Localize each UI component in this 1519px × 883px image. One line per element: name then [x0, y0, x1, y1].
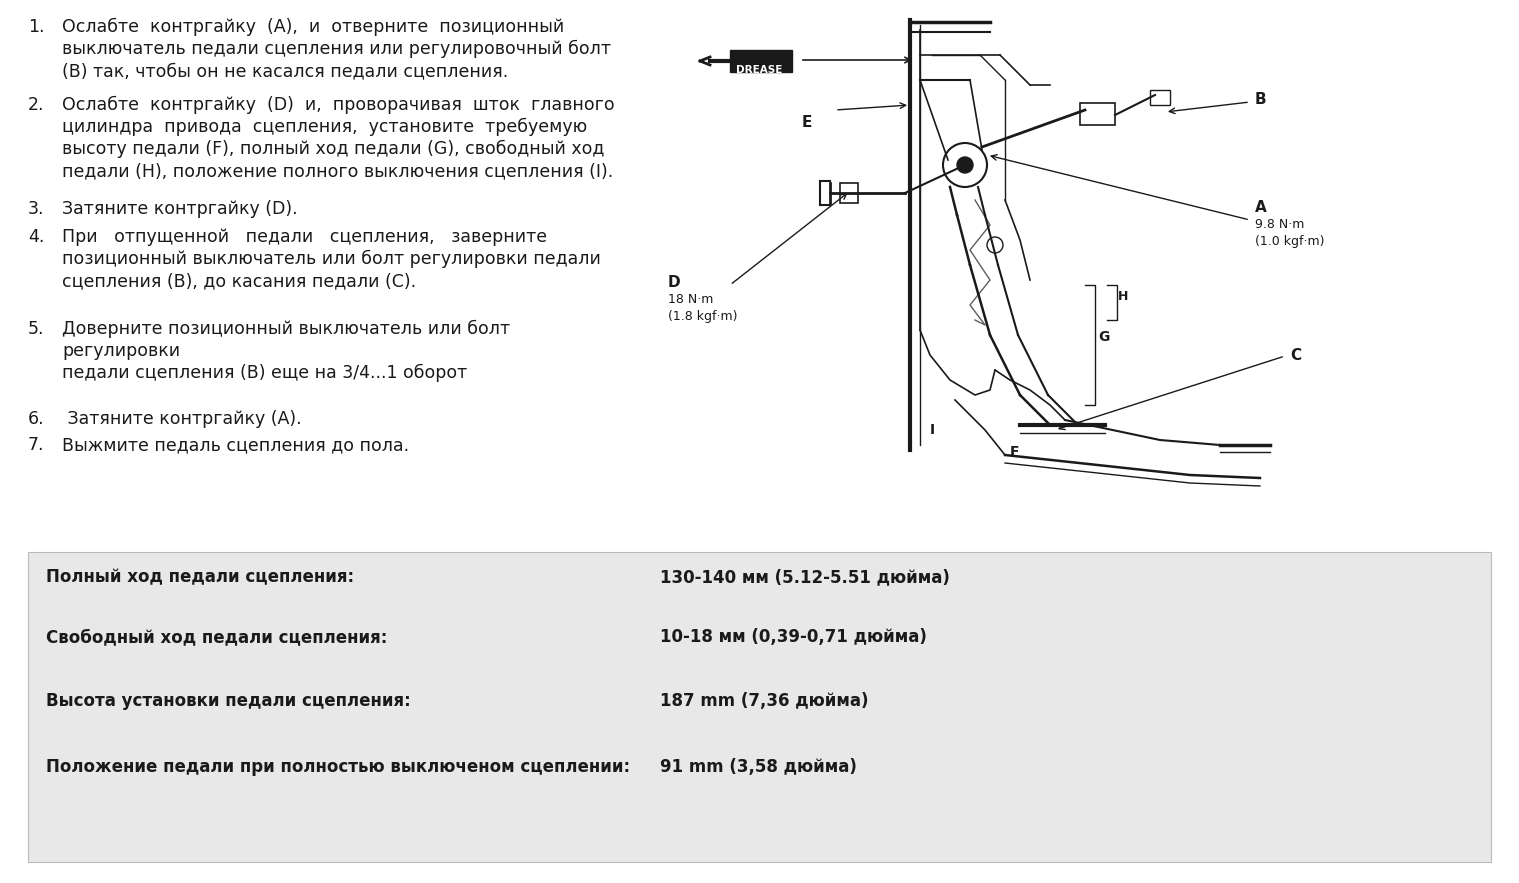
Text: (В) так, чтобы он не касался педали сцепления.: (В) так, чтобы он не касался педали сцеп…	[62, 62, 509, 80]
Text: выключатель педали сцепления или регулировочный болт: выключатель педали сцепления или регулир…	[62, 40, 611, 58]
Text: цилиндра  привода  сцепления,  установите  требуемую: цилиндра привода сцепления, установите т…	[62, 118, 588, 136]
Text: 187 mm (7,36 дюйма): 187 mm (7,36 дюйма)	[659, 692, 869, 710]
FancyBboxPatch shape	[27, 552, 1492, 862]
Text: Доверните позиционный выключатель или болт: Доверните позиционный выключатель или бо…	[62, 320, 510, 338]
Text: сцепления (В), до касания педали (С).: сцепления (В), до касания педали (С).	[62, 272, 416, 290]
Text: 1.: 1.	[27, 18, 44, 36]
Text: Полный ход педали сцепления:: Полный ход педали сцепления:	[46, 568, 354, 586]
Text: E: E	[802, 115, 813, 130]
Text: 7.: 7.	[27, 436, 44, 454]
Circle shape	[957, 157, 974, 173]
Text: (1.8 kgf·m): (1.8 kgf·m)	[668, 310, 738, 323]
Text: B: B	[1255, 92, 1267, 107]
Text: 2.: 2.	[27, 96, 44, 114]
Text: При   отпущенной   педали   сцепления,   заверните: При отпущенной педали сцепления, заверни…	[62, 228, 547, 246]
FancyBboxPatch shape	[731, 50, 791, 72]
FancyBboxPatch shape	[840, 183, 858, 203]
Text: Свободный ход педали сцепления:: Свободный ход педали сцепления:	[46, 628, 387, 646]
Text: 5.: 5.	[27, 320, 44, 338]
Text: Затяните контргайку (А).: Затяните контргайку (А).	[62, 410, 302, 428]
Text: D: D	[668, 275, 681, 290]
Text: педали (H), положение полного выключения сцепления (I).: педали (H), положение полного выключения…	[62, 162, 614, 180]
Text: высоту педали (F), полный ход педали (G), свободный ход: высоту педали (F), полный ход педали (G)…	[62, 140, 605, 158]
Text: Затяните контргайку (D).: Затяните контргайку (D).	[62, 200, 298, 218]
Text: Высота установки педали сцепления:: Высота установки педали сцепления:	[46, 692, 410, 710]
Text: 18 N·m: 18 N·m	[668, 293, 714, 306]
FancyBboxPatch shape	[1080, 103, 1115, 125]
Text: I: I	[930, 423, 936, 437]
Text: Положение педали при полностью выключеном сцеплении:: Положение педали при полностью выключено…	[46, 758, 630, 776]
Text: позиционный выключатель или болт регулировки педали: позиционный выключатель или болт регулир…	[62, 250, 602, 268]
Text: 4.: 4.	[27, 228, 44, 246]
Text: (1.0 kgf·m): (1.0 kgf·m)	[1255, 235, 1325, 248]
Text: Ослабте  контргайку  (А),  и  отверните  позиционный: Ослабте контргайку (А), и отверните пози…	[62, 18, 564, 36]
Text: 9.8 N·m: 9.8 N·m	[1255, 218, 1305, 231]
Text: C: C	[1290, 348, 1302, 363]
Text: A: A	[1255, 200, 1267, 215]
Text: 3.: 3.	[27, 200, 44, 218]
Text: педали сцепления (В) еще на 3/4...1 оборот: педали сцепления (В) еще на 3/4...1 обор…	[62, 364, 468, 382]
Text: регулировки: регулировки	[62, 342, 181, 360]
Text: G: G	[1098, 330, 1109, 344]
Text: Выжмите педаль сцепления до пола.: Выжмите педаль сцепления до пола.	[62, 436, 409, 454]
Text: F: F	[1010, 445, 1019, 459]
Text: 130-140 мм (5.12-5.51 дюйма): 130-140 мм (5.12-5.51 дюйма)	[659, 568, 949, 586]
Text: 10-18 мм (0,39-0,71 дюйма): 10-18 мм (0,39-0,71 дюйма)	[659, 628, 927, 646]
Text: DREASE: DREASE	[737, 65, 782, 75]
Text: 91 mm (3,58 дюйма): 91 mm (3,58 дюйма)	[659, 758, 857, 776]
Text: Ослабте  контргайку  (D)  и,  проворачивая  шток  главного: Ослабте контргайку (D) и, проворачивая ш…	[62, 96, 615, 114]
Text: 6.: 6.	[27, 410, 44, 428]
FancyBboxPatch shape	[1150, 90, 1170, 105]
Text: H: H	[1118, 291, 1129, 304]
